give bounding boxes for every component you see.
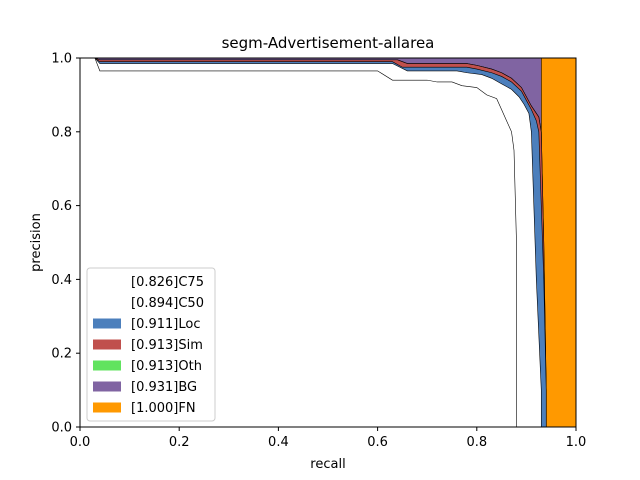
x-tick-label: 0.8 bbox=[466, 435, 487, 450]
legend: [0.826]C75 [0.894]C50 [0.911]Loc [0.913]Sim… bbox=[86, 267, 216, 422]
y-tick-label: 0.2 bbox=[51, 347, 72, 362]
legend-label-sim: [0.913]Sim bbox=[131, 338, 203, 353]
legend-label-fn: [1.000]FN bbox=[131, 401, 196, 416]
legend-swatch-oth bbox=[93, 360, 121, 371]
y-axis-label: precision bbox=[29, 213, 44, 272]
x-tick-label: 1.0 bbox=[566, 435, 587, 450]
x-axis-label: recall bbox=[310, 457, 345, 472]
plot-frame bbox=[79, 57, 577, 428]
x-tick-label: 0.4 bbox=[268, 435, 289, 450]
y-tick-label: 0.6 bbox=[51, 199, 72, 214]
legend-swatch-sim bbox=[93, 339, 121, 350]
chart-title: segm-Advertisement-allarea bbox=[222, 34, 435, 52]
legend-swatch-bg bbox=[93, 381, 121, 392]
legend-swatch-c50 bbox=[93, 297, 121, 308]
y-tick-label: 0.8 bbox=[51, 125, 72, 140]
legend-label-oth: [0.913]Oth bbox=[131, 359, 202, 374]
legend-label-c75: [0.826]C75 bbox=[131, 275, 204, 290]
x-tick-label: 0.6 bbox=[367, 435, 388, 450]
x-tick-label: 0.0 bbox=[70, 435, 91, 450]
legend-swatch-c75 bbox=[93, 276, 121, 287]
legend-label-loc: [0.911]Loc bbox=[131, 317, 200, 332]
legend-swatch-fn bbox=[93, 402, 121, 413]
y-tick-label: 0.4 bbox=[51, 273, 72, 288]
x-axis-ticks: 0.0 0.2 0.4 0.6 0.8 1.0 bbox=[70, 427, 587, 450]
legend-swatch-loc bbox=[93, 318, 121, 329]
legend-label-bg: [0.931]BG bbox=[131, 380, 197, 395]
y-tick-label: 1.0 bbox=[51, 52, 72, 67]
y-axis-ticks: 0.0 0.2 0.4 0.6 0.8 1.0 bbox=[51, 52, 80, 436]
y-tick-label: 0.0 bbox=[51, 421, 72, 436]
x-tick-label: 0.2 bbox=[169, 435, 190, 450]
legend-label-c50: [0.894]C50 bbox=[131, 296, 204, 311]
